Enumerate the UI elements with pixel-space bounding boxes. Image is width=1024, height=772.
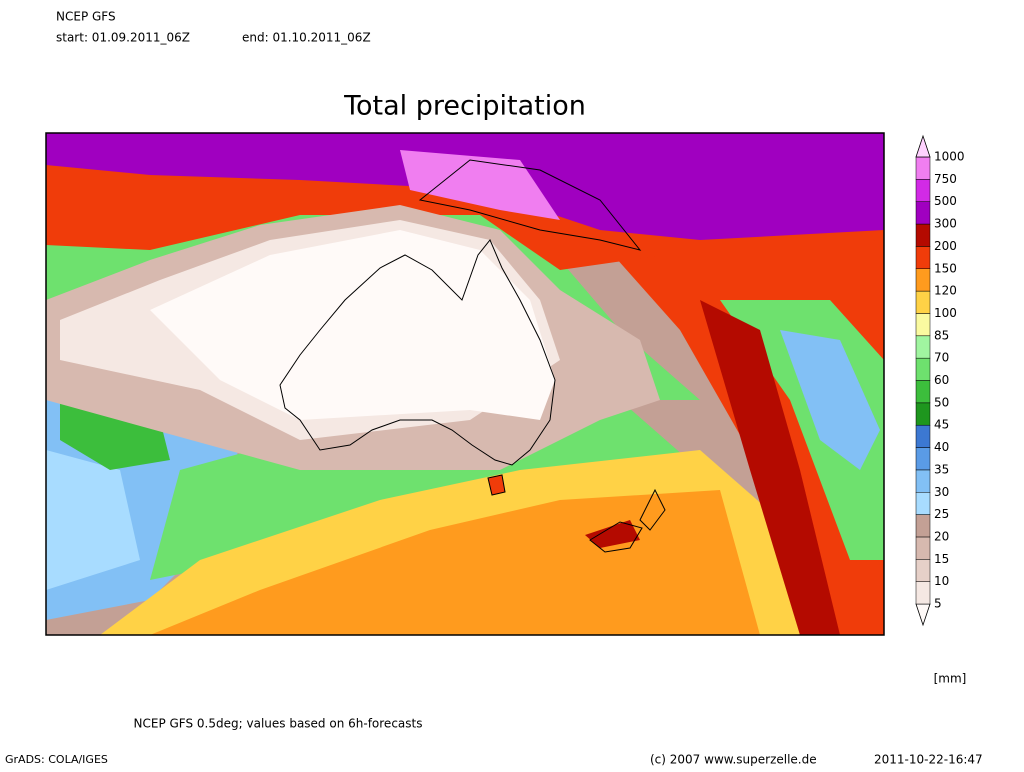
timestamp: 2011-10-22-16:47: [874, 753, 983, 767]
coastline: [487, 474, 506, 496]
colorbar-label: 15: [934, 552, 949, 566]
colorbar-label: 35: [934, 462, 949, 476]
colorbar-swatch: [915, 357, 931, 381]
colorbar: 5 10 15 20 25 30 35 40 45 50 60 70 85 100 120 150 200 300…: [915, 134, 965, 627]
colorbar-swatch: [915, 380, 931, 404]
footer-note: NCEP GFS 0.5deg; values based on 6h-fore…: [134, 717, 423, 731]
colorbar-swatch: [915, 603, 931, 627]
coastline: [279, 239, 556, 466]
copyright: (c) 2007 www.superzelle.de: [650, 753, 817, 767]
colorbar-label: 60: [934, 373, 949, 387]
end-time: end: 01.10.2011_06Z: [242, 31, 371, 45]
colorbar-swatch: [915, 156, 931, 180]
unit-label: [mm]: [934, 672, 967, 686]
colorbar-label: 40: [934, 440, 949, 454]
map-frame: [45, 132, 885, 636]
colorbar-label: 10: [934, 574, 949, 588]
map-field: [150, 490, 760, 635]
colorbar-label: 5: [934, 597, 942, 611]
colorbar-swatch: [915, 536, 931, 560]
colorbar-swatch: [915, 179, 931, 202]
start-time: start: 01.09.2011_06Z: [56, 31, 190, 45]
colorbar-swatch: [915, 492, 931, 515]
colorbar-swatch: [915, 201, 931, 225]
colorbar-label: 120: [934, 284, 957, 298]
colorbar-label: 200: [934, 239, 957, 253]
map-title: Total precipitation: [343, 91, 586, 122]
map-field: [700, 300, 840, 635]
colorbar-swatch: [915, 268, 931, 292]
colorbar-label: 500: [934, 194, 957, 208]
colorbar-swatch: [915, 290, 931, 314]
colorbar-swatch: [915, 581, 931, 605]
colorbar-swatch: [915, 469, 931, 493]
colorbar-swatch: [915, 313, 931, 337]
colorbar-swatch: [915, 424, 931, 448]
colorbar-label: 45: [934, 418, 949, 432]
colorbar-swatch: [915, 559, 931, 582]
colorbar-label: 85: [934, 328, 949, 342]
coastline: [418, 159, 642, 251]
colorbar-label: 70: [934, 351, 949, 365]
colorbar-swatch: [915, 402, 931, 426]
colorbar-label: 20: [934, 529, 949, 543]
colorbar-label: 30: [934, 485, 949, 499]
colorbar-swatch: [915, 335, 931, 359]
map-field: [46, 450, 140, 590]
precip-map: [46, 133, 884, 635]
map-field: [488, 475, 505, 495]
software-credit: GrADS: COLA/IGES: [5, 753, 108, 766]
colorbar-label: 750: [934, 172, 957, 186]
colorbar-label: 100: [934, 306, 957, 320]
coastline: [589, 488, 666, 553]
colorbar-swatch: [915, 514, 931, 538]
colorbar-label: 300: [934, 217, 957, 231]
colorbar-swatch: [915, 246, 931, 269]
colorbar-label: 1000: [934, 150, 965, 164]
map-field: [780, 330, 880, 470]
map-field: [150, 230, 555, 420]
colorbar-label: 50: [934, 395, 949, 409]
model-name: NCEP GFS: [56, 10, 116, 24]
colorbar-swatch: [915, 223, 931, 247]
map-field: [585, 520, 640, 548]
colorbar-swatch: [915, 134, 931, 158]
colorbar-label: 150: [934, 261, 957, 275]
colorbar-label: 25: [934, 507, 949, 521]
colorbar-swatch: [915, 447, 931, 471]
